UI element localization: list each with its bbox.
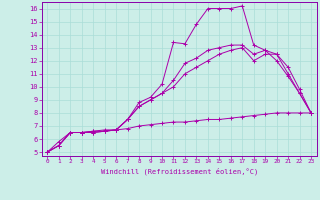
- X-axis label: Windchill (Refroidissement éolien,°C): Windchill (Refroidissement éolien,°C): [100, 167, 258, 175]
